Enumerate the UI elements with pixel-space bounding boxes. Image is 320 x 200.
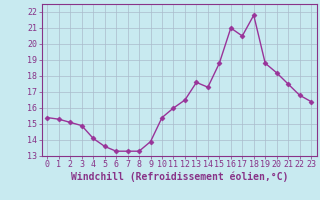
X-axis label: Windchill (Refroidissement éolien,°C): Windchill (Refroidissement éolien,°C) [70,172,288,182]
